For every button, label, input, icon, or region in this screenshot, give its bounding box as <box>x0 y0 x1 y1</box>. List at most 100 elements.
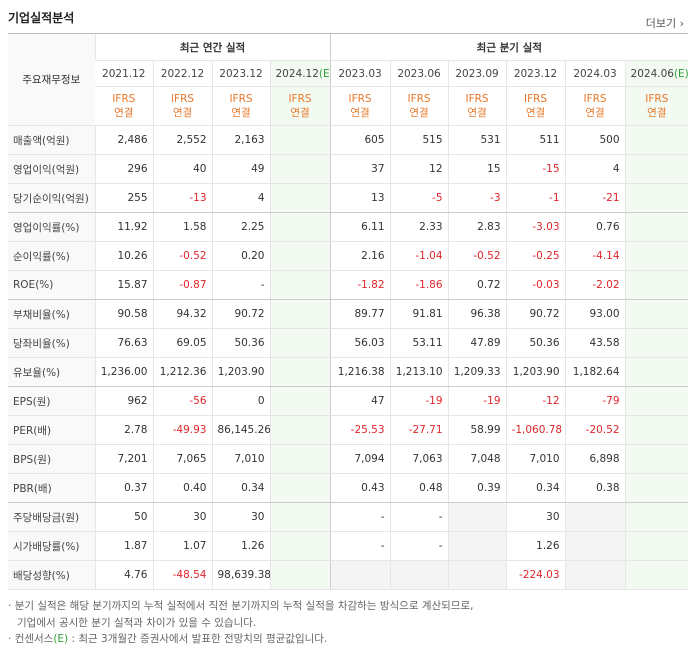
data-cell: 1.26 <box>211 531 270 561</box>
data-cell: 4 <box>564 154 626 184</box>
data-cell <box>624 212 689 242</box>
data-cell <box>564 502 626 532</box>
data-cell: -1.04 <box>389 241 449 271</box>
data-cell: 13 <box>329 183 391 213</box>
group-header: 최근 연간 실적 <box>94 33 331 61</box>
row-label: 당좌비율(%) <box>8 328 95 358</box>
row-label: 매출액(억원) <box>8 125 95 155</box>
data-cell <box>269 241 331 271</box>
data-cell: 47 <box>329 386 391 416</box>
row-label: 유보율(%) <box>8 357 95 387</box>
data-cell: 255 <box>94 183 153 213</box>
data-cell: 1.07 <box>152 531 212 561</box>
period-date: 2024.06 <box>630 67 674 80</box>
data-cell: 15.87 <box>94 270 153 300</box>
data-cell: -1.86 <box>389 270 449 300</box>
row-label: EPS(원) <box>8 386 95 416</box>
data-row: 시가배당률(%) 1.87 1.07 1.26- -1.26 <box>8 531 689 561</box>
data-cell <box>624 328 689 358</box>
standard-header: IFRS 연결 <box>95 86 153 126</box>
data-cell: 89.77 <box>329 299 391 329</box>
row-label: 당기순이익(억원) <box>8 183 95 213</box>
row-label: PBR(배) <box>8 473 95 503</box>
data-cell: 1,212.36 <box>152 357 212 387</box>
standard-header: IFRS 연결 <box>152 86 212 126</box>
period-date: 2024.12 <box>275 67 319 80</box>
data-cell: 0 <box>211 386 270 416</box>
data-cell: 30 <box>505 502 566 532</box>
data-cell <box>447 502 507 532</box>
data-cell: 90.58 <box>94 299 153 329</box>
data-cell: 0.34 <box>505 473 566 503</box>
row-label: 순이익률(%) <box>8 241 95 271</box>
data-cell: 69.05 <box>152 328 212 358</box>
data-cell <box>269 502 331 532</box>
data-cell: 1.26 <box>505 531 566 561</box>
data-row: 당좌비율(%) 76.63 69.05 50.36 56.03 53.11 47.89 50.… <box>8 328 689 358</box>
consolidation-basis: 연결 <box>114 107 134 119</box>
data-cell <box>624 125 689 155</box>
data-cell: -12 <box>505 386 566 416</box>
accounting-standard: IFRS <box>465 93 489 105</box>
data-cell: 0.72 <box>447 270 507 300</box>
note-line: 기업에서 공시한 분기 실적과 차이가 있을 수 있습니다. <box>17 616 257 629</box>
data-row: EPS(원) 962 -56 0 47 -19 -19 -12 -79 <box>8 386 689 416</box>
period-date: 2023.09 <box>455 67 499 80</box>
data-cell: -3.03 <box>505 212 566 242</box>
data-cell: 1.87 <box>94 531 153 561</box>
data-cell: -0.52 <box>447 241 507 271</box>
data-cell: 2.83 <box>447 212 507 242</box>
data-cell: -20.52 <box>564 415 626 445</box>
data-cell <box>624 386 689 416</box>
consolidation-basis: 연결 <box>647 107 667 119</box>
data-cell <box>389 560 449 590</box>
data-cell: 2,163 <box>211 125 270 155</box>
data-cell: 605 <box>329 125 391 155</box>
data-row: 당기순이익(억원) 255 -13 4 13 -5 -3 -1 -21 <box>8 183 689 213</box>
data-cell: 50.36 <box>211 328 270 358</box>
data-row: 유보율(%) 1,236.00 1,212.36 1,203.90 1,216.38 1,… <box>8 357 689 387</box>
more-link[interactable]: 더보기 <box>646 15 684 31</box>
period-header: 2023.06 <box>389 60 449 87</box>
data-cell: 58.99 <box>447 415 507 445</box>
data-cell: -48.54 <box>152 560 212 590</box>
header-row: 2021.122022.122023.122024.12(E)2023.0320… <box>8 60 689 87</box>
standard-header: IFRS 연결 <box>447 86 507 126</box>
accounting-standard: IFRS <box>645 93 669 105</box>
data-cell: 93.00 <box>564 299 626 329</box>
data-cell <box>624 560 689 590</box>
data-cell <box>624 473 689 503</box>
data-cell: -2.02 <box>564 270 626 300</box>
data-cell: 0.37 <box>94 473 153 503</box>
data-cell <box>269 183 331 213</box>
data-cell <box>624 154 689 184</box>
data-cell: -3 <box>447 183 507 213</box>
period-header: 2024.12(E) <box>269 60 331 87</box>
data-cell: 7,065 <box>152 444 212 474</box>
consolidation-basis: 연결 <box>585 107 605 119</box>
row-label: 영업이익률(%) <box>8 212 95 242</box>
data-cell <box>269 531 331 561</box>
data-cell: - <box>329 502 391 532</box>
row-label: ROE(%) <box>8 270 95 300</box>
accounting-standard: IFRS <box>348 93 372 105</box>
period-date: 2021.12 <box>102 67 146 80</box>
table-head: 주요재무정보 최근 연간 실적 최근 분기 실적 2021.12 2022.12 2023… <box>8 33 689 126</box>
data-cell: 30 <box>211 502 270 532</box>
period-date: 2023.12 <box>513 67 558 80</box>
section-title: 기업실적분석 <box>8 11 75 25</box>
row-label: 부채비율(%) <box>8 299 95 329</box>
data-cell: -0.52 <box>152 241 212 271</box>
data-cell: 50.36 <box>505 328 566 358</box>
data-cell: 86,145.26 <box>211 415 270 445</box>
data-cell <box>624 270 689 300</box>
data-cell <box>624 531 689 561</box>
data-cell: 1,213.10 <box>389 357 449 387</box>
data-row: ROE(%) 15.87 -0.87- -1.82 -1.86 0.72 -0.03 -2.0… <box>8 270 689 300</box>
estimate-mark: (E) <box>673 67 689 80</box>
period-header: 2023.12 <box>505 60 566 87</box>
standard-header: IFRS 연결 <box>624 86 689 126</box>
accounting-standard: IFRS <box>407 93 431 105</box>
data-cell <box>269 328 331 358</box>
